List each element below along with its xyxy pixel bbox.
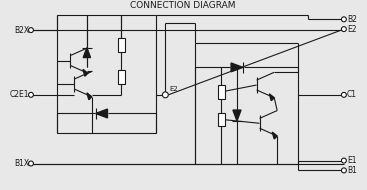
Circle shape — [163, 92, 168, 98]
Text: E2: E2 — [169, 86, 178, 92]
Text: B1X: B1X — [14, 159, 29, 168]
Polygon shape — [272, 132, 277, 139]
Polygon shape — [83, 69, 88, 76]
Text: E1: E1 — [347, 156, 356, 165]
Polygon shape — [233, 110, 241, 121]
Circle shape — [29, 161, 33, 166]
Bar — [118, 70, 125, 84]
Circle shape — [341, 17, 346, 22]
Polygon shape — [83, 48, 91, 58]
Bar — [218, 112, 225, 126]
Circle shape — [29, 28, 33, 32]
Polygon shape — [87, 93, 92, 100]
Text: C1: C1 — [347, 90, 357, 99]
Circle shape — [341, 158, 346, 163]
Bar — [218, 85, 225, 99]
Polygon shape — [96, 109, 108, 118]
Circle shape — [29, 92, 33, 97]
Text: B2X: B2X — [14, 26, 29, 35]
Text: B1: B1 — [347, 166, 357, 175]
Circle shape — [341, 27, 346, 32]
Circle shape — [341, 92, 346, 97]
Polygon shape — [269, 94, 274, 101]
Text: E2: E2 — [347, 25, 356, 34]
Text: C2E1: C2E1 — [10, 90, 29, 99]
Text: B2: B2 — [347, 15, 357, 24]
Text: CONNECTION DIAGRAM: CONNECTION DIAGRAM — [130, 2, 236, 10]
Bar — [118, 38, 125, 52]
Polygon shape — [231, 63, 243, 72]
Circle shape — [341, 168, 346, 173]
